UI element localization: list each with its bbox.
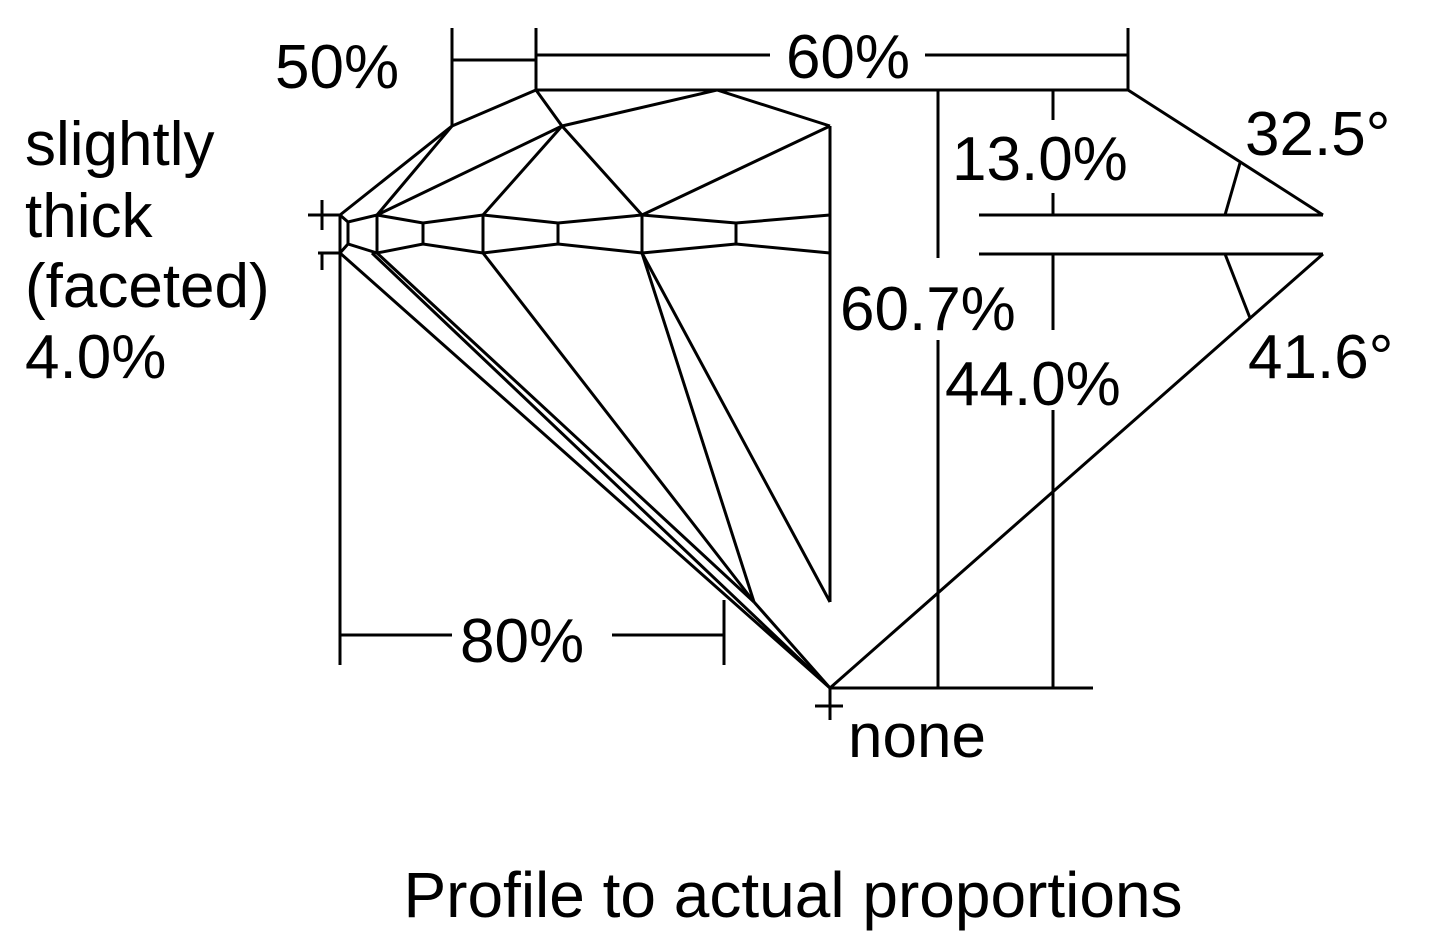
crown-angle-label: 32.5°	[1245, 100, 1390, 169]
lower-half-label: 80%	[460, 607, 584, 676]
girdle	[338, 213, 831, 255]
diagram-caption: Profile to actual proportions	[403, 859, 1182, 931]
girdle-label-line1: slightly	[25, 110, 215, 179]
culet-label: none	[848, 702, 986, 771]
star-length-label: 50%	[275, 33, 399, 102]
table-label: 60%	[786, 23, 910, 92]
pavilion-angle-label: 41.6°	[1248, 323, 1393, 392]
girdle-label-line2: thick	[25, 182, 153, 251]
pavilion-depth-label: 44.0%	[945, 350, 1121, 419]
total-depth-label: 60.7%	[840, 275, 1016, 344]
crown-height-label: 13.0%	[952, 125, 1128, 194]
pavilion-facets	[339, 126, 1324, 690]
dimension-lines	[308, 28, 1323, 720]
girdle-label-line3: (faceted)	[25, 252, 270, 321]
girdle-percent-label: 4.0%	[25, 323, 166, 392]
